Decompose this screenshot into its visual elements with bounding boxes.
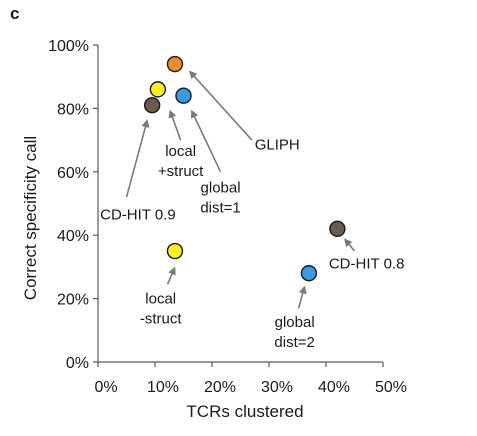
annotation-label: local [145,290,176,307]
data-point [175,87,192,104]
data-point [300,265,318,282]
x-tick-label: 40% [318,379,350,396]
annotation-label: CD-HIT 0.8 [329,255,405,272]
y-tick-label: 80% [57,101,89,118]
data-point [143,97,161,114]
annotation-label: dist=1 [200,199,240,216]
data-point [149,81,167,98]
annotation-label: GLIPH [255,137,300,154]
annotation-label: +struct [158,163,204,180]
annotation-arrow [166,266,176,285]
y-axis-title: Correct specificity call [21,136,40,300]
annotation-label: CD-HIT 0.9 [100,206,176,223]
annotation-label: -struct [140,310,183,327]
annotation-label: global [201,179,241,196]
annotation-arrow [168,109,182,141]
annotation-arrow [125,119,150,198]
annotation-arrow [297,285,307,309]
annotation-label: dist=2 [274,334,314,351]
annotation-arrow [191,109,222,173]
x-tick-label: 0% [94,379,117,396]
x-tick-label: 50% [375,379,407,396]
x-tick-label: 10% [147,379,179,396]
y-tick-label: 20% [57,292,89,309]
x-tick-label: 20% [204,379,236,396]
y-tick-label: 60% [57,165,89,182]
data-point [166,242,184,260]
x-tick-label: 30% [261,379,293,396]
y-tick-label: 100% [48,38,89,55]
panel-letter: c [10,4,19,23]
data-point [329,220,346,238]
annotation-label: local [165,143,196,160]
annotation-arrow [344,238,356,252]
y-tick-label: 40% [57,228,89,245]
x-axis-title: TCRs clustered [186,402,303,421]
data-point [166,55,184,73]
y-tick-label: 0% [66,355,89,372]
annotation-label: global [275,314,315,331]
annotation-arrow [188,70,253,141]
